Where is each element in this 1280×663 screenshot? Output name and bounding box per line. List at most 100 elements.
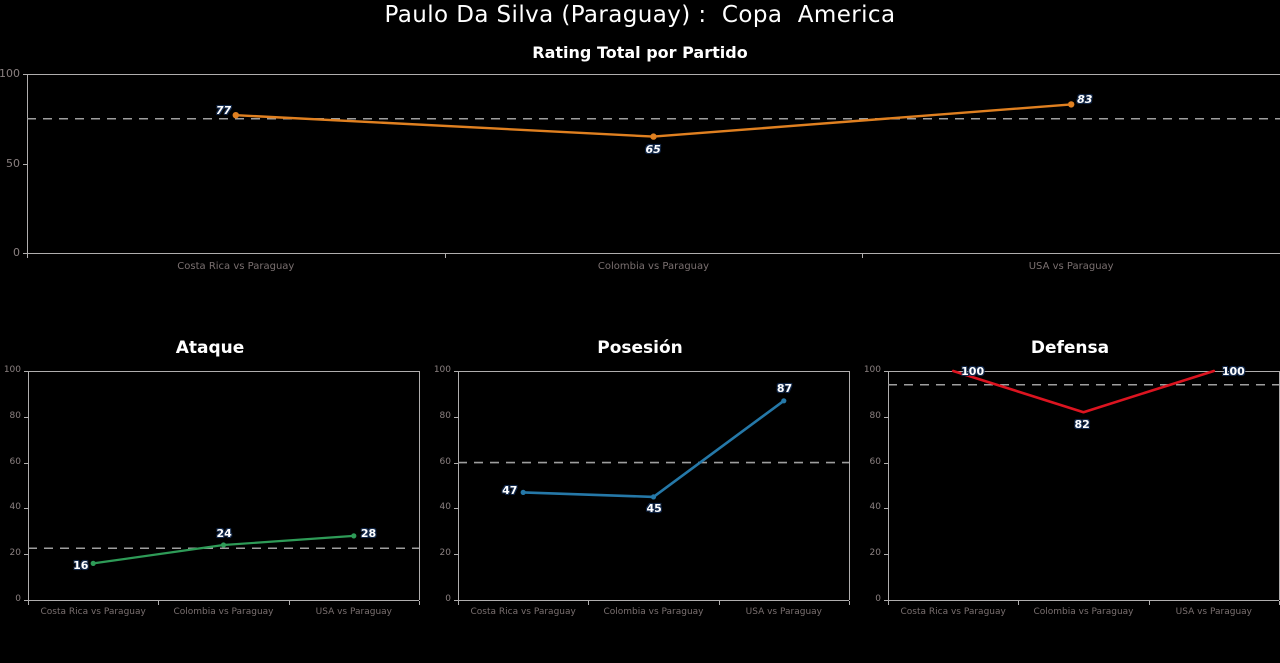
x-tick-mark <box>458 601 459 605</box>
y-tick-mark <box>24 508 28 509</box>
x-tick-mark <box>27 254 28 258</box>
data-point-marker[interactable] <box>232 112 239 119</box>
x-tick-mark <box>588 601 589 605</box>
plot-right-border <box>419 371 420 600</box>
y-tick-label: 100 <box>863 365 881 375</box>
x-tick-mark <box>719 601 720 605</box>
data-point-label: 24 <box>216 527 232 541</box>
x-tick-label: Costa Rica vs Paraguay <box>177 261 295 272</box>
data-point-label: 16 <box>73 559 89 573</box>
x-tick-mark <box>419 601 420 605</box>
plot-top-border <box>27 74 1280 75</box>
x-axis-line <box>27 253 1280 254</box>
x-tick-label: Colombia vs Paraguay <box>603 607 704 617</box>
y-tick-mark <box>454 508 458 509</box>
y-tick-label: 0 <box>13 246 20 259</box>
page-title: Paulo Da Silva (Paraguay) : Copa America <box>384 2 896 28</box>
y-tick-mark <box>884 371 888 372</box>
data-point-marker[interactable] <box>650 133 657 140</box>
x-tick-mark <box>1018 601 1019 605</box>
y-tick-label: 40 <box>439 502 451 513</box>
x-tick-label: Costa Rica vs Paraguay <box>900 607 1006 617</box>
plot-top-border <box>458 371 849 372</box>
y-tick-mark <box>24 417 28 418</box>
y-tick-mark <box>884 554 888 555</box>
x-tick-label: USA vs Paraguay <box>1175 607 1252 617</box>
plot-top-border <box>28 371 419 372</box>
y-axis-line <box>27 74 28 253</box>
data-point-label: 47 <box>502 484 518 498</box>
plot-right-border <box>849 371 850 600</box>
y-axis-line <box>888 371 889 600</box>
data-point-label: 100 <box>1221 365 1245 378</box>
data-point-label: 45 <box>646 501 662 515</box>
x-tick-mark <box>445 254 446 258</box>
y-tick-label: 20 <box>439 548 451 559</box>
y-tick-label: 80 <box>869 410 881 421</box>
x-axis-line <box>458 600 849 601</box>
data-point-label: 28 <box>360 526 377 540</box>
x-tick-mark <box>862 254 863 258</box>
x-tick-label: Colombia vs Paraguay <box>1033 607 1134 617</box>
x-tick-mark <box>28 601 29 605</box>
y-tick-mark <box>454 463 458 464</box>
x-tick-label: Costa Rica vs Paraguay <box>40 607 146 617</box>
y-tick-label: 60 <box>439 456 451 467</box>
data-point-label: 82 <box>1074 418 1090 432</box>
chart-title-defensa: Defensa <box>1030 338 1110 358</box>
y-tick-mark <box>884 600 888 601</box>
y-tick-label: 0 <box>445 594 451 604</box>
y-tick-mark <box>884 508 888 509</box>
data-point-marker[interactable] <box>90 560 96 567</box>
y-tick-label: 20 <box>9 548 21 559</box>
x-axis-line <box>28 600 419 601</box>
y-tick-mark <box>454 371 458 372</box>
y-tick-mark <box>454 554 458 555</box>
y-tick-label: 20 <box>869 548 881 559</box>
x-tick-mark <box>1149 601 1150 605</box>
y-tick-label: 80 <box>439 410 451 421</box>
data-point-label: 87 <box>776 381 793 395</box>
y-tick-label: 50 <box>6 156 20 170</box>
data-point-label: 100 <box>961 365 985 378</box>
y-tick-label: 60 <box>9 456 21 467</box>
y-tick-label: 100 <box>433 365 451 375</box>
y-tick-label: 80 <box>9 410 21 421</box>
y-tick-mark <box>24 371 28 372</box>
data-point-label: 77 <box>215 104 232 118</box>
y-tick-mark <box>23 253 27 254</box>
x-tick-label: Colombia vs Paraguay <box>173 607 274 617</box>
y-tick-mark <box>454 417 458 418</box>
y-tick-label: 0 <box>875 594 881 604</box>
data-line <box>951 369 1216 414</box>
data-point-label: 65 <box>645 142 661 156</box>
data-point-marker[interactable] <box>520 489 526 495</box>
y-tick-label: 100 <box>0 67 20 80</box>
data-point-marker[interactable] <box>351 533 357 539</box>
y-tick-mark <box>24 463 28 464</box>
y-tick-label: 0 <box>15 594 21 604</box>
data-point-marker[interactable] <box>650 494 657 500</box>
y-tick-label: 40 <box>9 502 21 513</box>
y-tick-mark <box>884 463 888 464</box>
y-tick-mark <box>454 600 458 601</box>
chart-title-posesion: Posesión <box>597 338 683 358</box>
x-tick-mark <box>849 601 850 605</box>
data-point-marker[interactable] <box>781 398 787 404</box>
y-tick-label: 100 <box>3 365 21 375</box>
x-tick-label: Costa Rica vs Paraguay <box>470 607 576 617</box>
x-tick-mark <box>888 601 889 605</box>
y-tick-mark <box>884 417 888 418</box>
data-point-marker[interactable] <box>220 542 227 548</box>
main-chart-title: Rating Total por Partido <box>532 43 748 62</box>
y-axis-line <box>28 371 29 600</box>
x-tick-mark <box>289 601 290 605</box>
y-tick-mark <box>24 554 28 555</box>
y-tick-mark <box>23 74 27 75</box>
data-point-marker[interactable] <box>1068 101 1075 108</box>
